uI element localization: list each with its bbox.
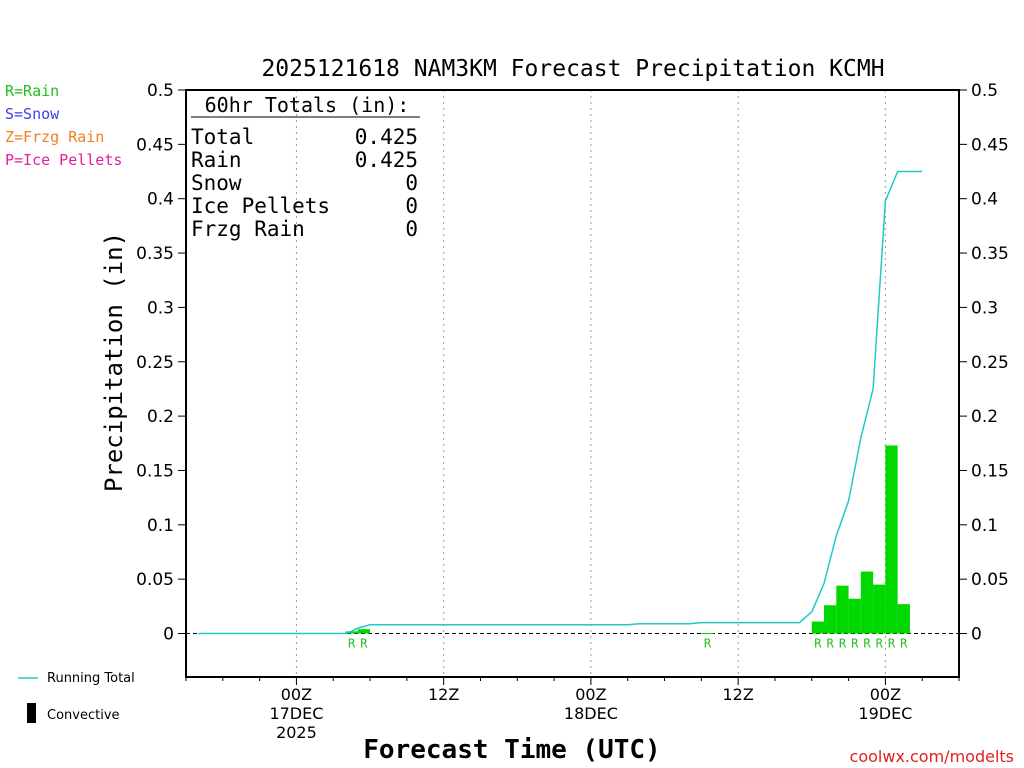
- precip-bar-3: [811, 621, 825, 634]
- plot-frame: [185, 89, 960, 678]
- convective-legend-label: Convective: [47, 708, 120, 723]
- y-tick-label-right-6: 0.3: [971, 298, 998, 318]
- precip-bar-0: [345, 631, 358, 634]
- y-tick-label-right-9: 0.45: [971, 135, 1009, 155]
- totals-row-value-2: 0: [405, 171, 418, 195]
- y-tick-label-left-0: 0: [163, 625, 174, 645]
- y-tick-label-left-2: 0.1: [147, 516, 174, 536]
- x-tick-label-3-0: 12Z: [722, 685, 753, 704]
- y-tick-label-right-3: 0.15: [971, 461, 1009, 481]
- ptype-label-4: R: [827, 637, 835, 651]
- ptype-label-10: R: [900, 637, 908, 651]
- y-tick-label-left-6: 0.3: [147, 298, 174, 318]
- y-tick-label-right-4: 0.2: [971, 407, 998, 427]
- x-tick-label-1-0: 12Z: [428, 685, 459, 704]
- totals-row-label-0: Total: [191, 125, 254, 149]
- bottom-legend: Running Total Convective: [18, 671, 135, 723]
- ptype-label-8: R: [876, 637, 884, 651]
- x-tick-label-2-1: 18DEC: [564, 704, 618, 723]
- chart-title: 2025121618 NAM3KM Forecast Precipitation…: [261, 56, 884, 82]
- x-axis-label: Forecast Time (UTC): [363, 735, 660, 765]
- y-tick-label-left-7: 0.35: [136, 244, 174, 264]
- grid-lines: [295, 90, 886, 677]
- ptype-label-2: R: [704, 637, 712, 651]
- type-legend-item-1: S=Snow: [5, 105, 60, 123]
- convective-legend-swatch: [27, 703, 36, 723]
- totals-row-value-4: 0: [405, 217, 418, 241]
- y-tick-label-left-3: 0.15: [136, 461, 174, 481]
- y-tick-label-right-10: 0.5: [971, 81, 998, 101]
- totals-row-label-4: Frzg Rain: [191, 217, 305, 241]
- y-tick-label-right-5: 0.25: [971, 353, 1009, 373]
- x-tick-label-0-2: 2025: [276, 723, 317, 742]
- precip-bar-9: [885, 445, 898, 634]
- ptype-label-0: R: [348, 637, 356, 651]
- y-axis-label: Precipitation (in): [100, 232, 128, 492]
- y-tick-label-right-0: 0: [971, 625, 982, 645]
- ptype-label-9: R: [888, 637, 896, 651]
- y-tick-label-left-9: 0.45: [136, 135, 174, 155]
- ptype-label-6: R: [851, 637, 859, 651]
- totals-row-label-2: Snow: [191, 171, 242, 195]
- ptype-label-1: R: [360, 637, 368, 651]
- y-tick-label-right-2: 0.1: [971, 516, 998, 536]
- precip-bar-5: [836, 585, 849, 634]
- type-legend-item-2: Z=Frzg Rain: [5, 128, 104, 146]
- y-tick-label-left-10: 0.5: [147, 81, 174, 101]
- totals-row-value-3: 0: [405, 194, 418, 218]
- y-tick-label-left-5: 0.25: [136, 353, 174, 373]
- y-tick-label-right-7: 0.35: [971, 244, 1009, 264]
- y-tick-label-left-4: 0.2: [147, 407, 174, 427]
- totals-box: 60hr Totals (in): Total 0.425 Rain 0.425 Snow…: [191, 93, 420, 241]
- totals-row-label-3: Ice Pellets: [191, 194, 330, 218]
- y-axis-right: 0 0.05 0.1 0.15 0.2 0.25 0.3 0.35 0.4 0.45 0.5: [959, 81, 1009, 645]
- precip-bars: [345, 445, 910, 634]
- ptype-label-3: R: [814, 637, 822, 651]
- precip-bar-1: [357, 629, 371, 634]
- x-tick-label-0-1: 17DEC: [269, 704, 323, 723]
- totals-row-value-0: 0.425: [355, 125, 418, 149]
- precip-type-legend: R=Rain S=Snow Z=Frzg Rain P=Ice Pellets: [5, 82, 122, 169]
- precip-bar-6: [848, 598, 861, 634]
- y-tick-label-right-8: 0.4: [971, 190, 998, 210]
- y-axis-left: 0 0.05 0.1 0.15 0.2 0.25 0.3 0.35 0.4 0.45 0.5: [136, 81, 186, 645]
- type-legend-item-0: R=Rain: [5, 82, 59, 100]
- y-tick-label-left-1: 0.05: [136, 570, 174, 590]
- precip-bar-2: [701, 632, 714, 634]
- totals-row-label-1: Rain: [191, 148, 242, 172]
- running-total-legend-label: Running Total: [47, 671, 135, 686]
- x-tick-label-4-1: 19DEC: [858, 704, 912, 723]
- precip-bar-4: [824, 605, 837, 634]
- totals-row-value-1: 0.425: [355, 148, 418, 172]
- y-tick-label-right-1: 0.05: [971, 570, 1009, 590]
- precip-bar-10: [897, 604, 910, 634]
- type-legend-item-3: P=Ice Pellets: [5, 151, 122, 169]
- totals-header: 60hr Totals (in):: [205, 93, 410, 117]
- ptype-label-7: R: [863, 637, 871, 651]
- watermark: coolwx.com/modelts: [850, 747, 1014, 766]
- precip-bar-7: [860, 571, 874, 634]
- precip-bar-8: [873, 584, 886, 634]
- y-tick-label-left-8: 0.4: [147, 190, 174, 210]
- x-tick-label-0-0: 00Z: [281, 685, 312, 704]
- ptype-label-5: R: [839, 637, 847, 651]
- x-tick-label-2-0: 00Z: [575, 685, 606, 704]
- running-total-line: [198, 170, 923, 635]
- x-tick-label-4-0: 00Z: [870, 685, 901, 704]
